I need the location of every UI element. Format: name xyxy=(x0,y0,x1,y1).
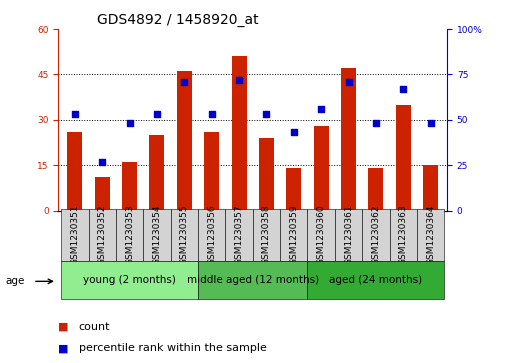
Bar xyxy=(116,209,143,261)
Bar xyxy=(149,135,165,211)
Point xyxy=(208,111,216,117)
Bar xyxy=(253,209,280,261)
Bar xyxy=(204,132,219,211)
Bar xyxy=(286,168,301,211)
Bar xyxy=(280,209,307,261)
Text: middle aged (12 months): middle aged (12 months) xyxy=(186,276,319,285)
Bar xyxy=(177,72,192,211)
Bar xyxy=(390,209,417,261)
Bar xyxy=(171,209,198,261)
Bar xyxy=(198,261,307,299)
Point xyxy=(235,77,243,83)
Bar xyxy=(396,105,411,211)
Point xyxy=(372,121,380,126)
Text: ■: ■ xyxy=(58,343,69,354)
Text: age: age xyxy=(5,276,24,286)
Bar xyxy=(88,209,116,261)
Bar xyxy=(307,261,444,299)
Text: GSM1230351: GSM1230351 xyxy=(70,205,79,265)
Text: aged (24 months): aged (24 months) xyxy=(329,276,423,285)
Bar xyxy=(341,68,356,211)
Point xyxy=(427,121,435,126)
Bar xyxy=(259,138,274,211)
Text: GSM1230364: GSM1230364 xyxy=(426,205,435,265)
Text: young (2 months): young (2 months) xyxy=(83,276,176,285)
Bar xyxy=(313,126,329,211)
Point xyxy=(71,111,79,117)
Bar xyxy=(368,168,384,211)
Point xyxy=(290,130,298,135)
Point xyxy=(262,111,270,117)
Text: GSM1230355: GSM1230355 xyxy=(180,205,189,265)
Bar xyxy=(226,209,253,261)
Bar xyxy=(94,177,110,211)
Text: GSM1230354: GSM1230354 xyxy=(152,205,162,265)
Text: GSM1230363: GSM1230363 xyxy=(399,205,408,265)
Point xyxy=(399,86,407,92)
Bar xyxy=(362,209,390,261)
Text: GSM1230353: GSM1230353 xyxy=(125,205,134,265)
Bar xyxy=(68,132,82,211)
Bar xyxy=(61,261,198,299)
Text: ■: ■ xyxy=(58,322,69,332)
Bar xyxy=(198,209,226,261)
Point xyxy=(180,79,188,85)
Text: GSM1230357: GSM1230357 xyxy=(235,205,243,265)
Bar xyxy=(143,209,171,261)
Text: GDS4892 / 1458920_at: GDS4892 / 1458920_at xyxy=(97,13,259,27)
Text: count: count xyxy=(79,322,110,332)
Text: GSM1230358: GSM1230358 xyxy=(262,205,271,265)
Bar xyxy=(61,209,88,261)
Text: GSM1230360: GSM1230360 xyxy=(316,205,326,265)
Bar xyxy=(122,162,137,211)
Point xyxy=(344,79,353,85)
Bar xyxy=(417,209,444,261)
Text: GSM1230352: GSM1230352 xyxy=(98,205,107,265)
Bar xyxy=(335,209,362,261)
Point xyxy=(125,121,134,126)
Point xyxy=(317,106,325,112)
Text: GSM1230361: GSM1230361 xyxy=(344,205,353,265)
Bar xyxy=(307,209,335,261)
Point xyxy=(98,159,106,164)
Text: GSM1230359: GSM1230359 xyxy=(289,205,298,265)
Text: percentile rank within the sample: percentile rank within the sample xyxy=(79,343,267,354)
Text: GSM1230362: GSM1230362 xyxy=(371,205,380,265)
Point xyxy=(153,111,161,117)
Bar xyxy=(423,165,438,211)
Text: GSM1230356: GSM1230356 xyxy=(207,205,216,265)
Bar xyxy=(232,56,246,211)
